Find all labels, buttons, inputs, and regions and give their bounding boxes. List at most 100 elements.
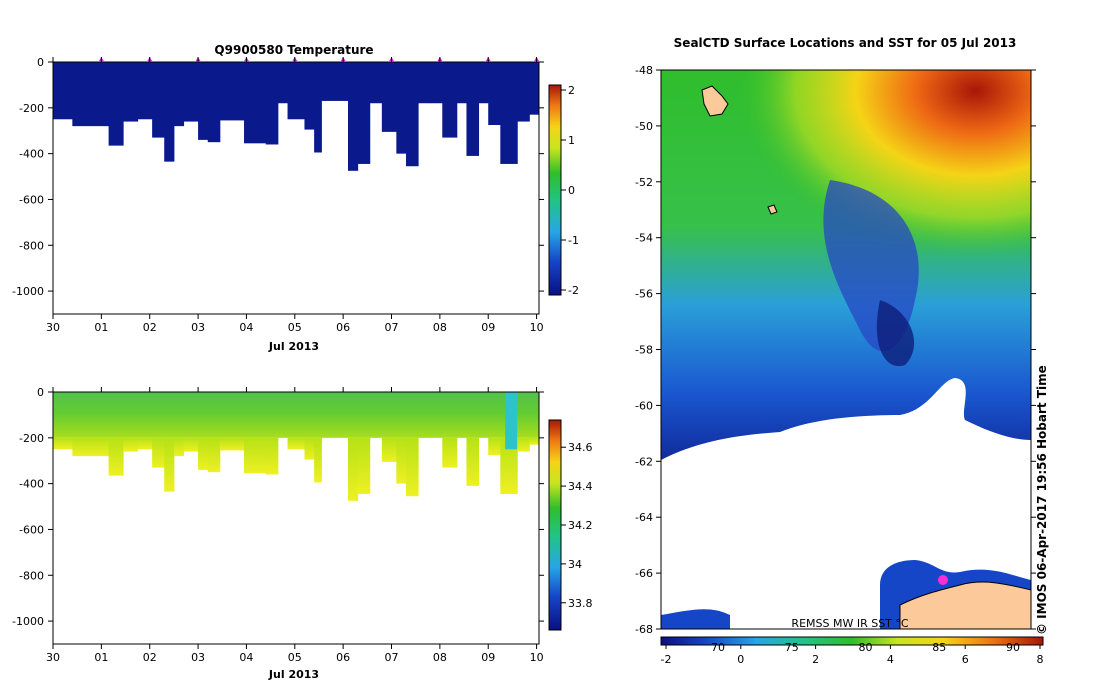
salinity-profile-bar-lower bbox=[207, 437, 221, 473]
lat-tick-label: -60 bbox=[635, 399, 653, 412]
temperature-profile-bar bbox=[198, 62, 209, 140]
temperature-profile-bars bbox=[53, 62, 540, 171]
y-tick-label: 0 bbox=[37, 56, 44, 69]
salinity-profile-bar-lower bbox=[517, 437, 530, 452]
sst-f-tick-label: 90 bbox=[1006, 641, 1020, 654]
lat-tick-label: -52 bbox=[635, 176, 653, 189]
temperature-profile-bar bbox=[152, 62, 165, 138]
salinity-profile-bar-lower bbox=[244, 437, 267, 474]
temperature-profile-bar bbox=[207, 62, 221, 143]
x-tick-label: 01 bbox=[94, 321, 108, 334]
salinity-profile-bar-lower bbox=[137, 437, 153, 450]
temperature-profile-bar bbox=[244, 62, 267, 144]
y-tick-label: -800 bbox=[19, 569, 44, 582]
salinity-profile-bar-upper bbox=[123, 392, 139, 438]
x-tick-label: 09 bbox=[481, 321, 495, 334]
x-tick-label: 07 bbox=[385, 321, 399, 334]
temperature-profile-bar bbox=[406, 62, 419, 167]
salinity-profile-bar-lower bbox=[287, 437, 305, 450]
y-tick-label: -800 bbox=[19, 239, 44, 252]
sst-f-tick-label: 70 bbox=[711, 641, 725, 654]
lat-tick-label: -64 bbox=[635, 511, 653, 524]
temperature-profile-bar bbox=[456, 62, 467, 104]
salinity-profile-bar-lower bbox=[357, 437, 371, 494]
salinity-profile-bar-upper bbox=[478, 392, 489, 438]
salinity-profile-bar-upper bbox=[466, 392, 480, 438]
salinity-profile-bar-upper bbox=[173, 392, 185, 438]
x-axis-label: Jul 2013 bbox=[268, 340, 319, 353]
x-tick-label: 30 bbox=[46, 651, 60, 664]
salinity-profile-bar-upper bbox=[265, 392, 279, 438]
sst-c-tick-label: 2 bbox=[812, 653, 819, 666]
colorbar-tick-label: 1 bbox=[568, 134, 575, 147]
y-axis-ticks: -48 -50 -52 -54 -56 -58 -60 -62 -64 -66 -68 bbox=[635, 64, 1036, 636]
profile-markers bbox=[98, 57, 540, 62]
sst-source-label: REMSS MW IR SST °C bbox=[791, 617, 908, 630]
salinity-profile-bar-upper bbox=[287, 392, 305, 438]
lat-tick-label: -68 bbox=[635, 623, 653, 636]
sea-ice-mask bbox=[661, 378, 1031, 629]
x-tick-label: 04 bbox=[239, 321, 253, 334]
y-tick-label: -600 bbox=[19, 193, 44, 206]
salinity-profile-bar-upper bbox=[418, 392, 431, 438]
temperature-profile-bar bbox=[347, 62, 359, 171]
x-tick-label: 05 bbox=[288, 651, 302, 664]
temperature-profile-bar bbox=[357, 62, 371, 164]
salinity-profile-bar-upper bbox=[108, 392, 124, 438]
temperature-section-plot: 0-200-400-600-800-1000 30 01 02 03 04 05 06 07 0… bbox=[12, 43, 579, 353]
salinity-profile-bar-upper bbox=[152, 392, 165, 438]
salinity-profile-bar-upper bbox=[72, 392, 110, 438]
imos-credit: © IMOS 06-Apr-2017 19:56 Hobart Time bbox=[1035, 365, 1049, 635]
y-tick-label: -400 bbox=[19, 148, 44, 161]
salinity-profile-bar-upper bbox=[321, 392, 349, 438]
x-tick-label: 30 bbox=[46, 321, 60, 334]
seal-location[interactable] bbox=[938, 575, 948, 585]
salinity-profile-bar-lower bbox=[183, 437, 199, 452]
salinity-profile-bar-upper bbox=[314, 392, 322, 438]
x-tick-label: 10 bbox=[530, 651, 544, 664]
temperature-profile-bar bbox=[396, 62, 407, 154]
salinity-profile-bar-upper bbox=[442, 392, 458, 438]
salinity-profile-bar-lower bbox=[173, 437, 185, 457]
island-small bbox=[767, 204, 778, 215]
salinity-profile-bar-lower bbox=[347, 437, 359, 501]
temperature-profile-bar bbox=[137, 62, 153, 120]
salinity-profile-bar-upper bbox=[456, 392, 467, 438]
colorbar-tick-label: 34 bbox=[568, 558, 582, 571]
lat-tick-label: -50 bbox=[635, 120, 653, 133]
lat-tick-label: -62 bbox=[635, 455, 653, 468]
x-tick-label: 07 bbox=[385, 651, 399, 664]
lat-tick-label: -56 bbox=[635, 288, 653, 301]
x-tick-label: 08 bbox=[433, 651, 447, 664]
temperature-profile-bar bbox=[72, 62, 110, 127]
salinity-profile-bar-lower bbox=[488, 437, 501, 455]
colorbar-ticks: 34.6 34.4 34.2 34 33.8 bbox=[561, 441, 593, 610]
sst-cold-core bbox=[876, 300, 915, 367]
temperature-profile-bar bbox=[478, 62, 489, 104]
x-axis-ticks: 30 01 02 03 04 05 06 07 08 09 10 bbox=[46, 387, 544, 664]
salinity-profile-bar-lower bbox=[265, 437, 279, 475]
salinity-profile-bar-upper bbox=[207, 392, 221, 438]
x-tick-label: 02 bbox=[143, 321, 157, 334]
colorbar-tick-label: 0 bbox=[568, 184, 575, 197]
salinity-profile-bar-fresh bbox=[505, 392, 518, 450]
y-tick-label: -1000 bbox=[12, 615, 44, 628]
temperature-profile-bar bbox=[466, 62, 480, 156]
sst-field bbox=[661, 70, 1031, 629]
lat-tick-label: -58 bbox=[635, 344, 653, 357]
salinity-profile-bar-lower bbox=[500, 437, 518, 494]
x-tick-label: 06 bbox=[336, 651, 350, 664]
sst-map-plot: SealCTD Surface Locations and SST for 05… bbox=[635, 36, 1049, 666]
x-tick-label: 02 bbox=[143, 651, 157, 664]
temperature-profile-bar bbox=[173, 62, 185, 127]
sst-f-tick-label: 75 bbox=[785, 641, 799, 654]
salinity-profile-bar-upper bbox=[53, 392, 73, 438]
y-tick-label: -200 bbox=[19, 432, 44, 445]
x-tick-label: 03 bbox=[191, 321, 205, 334]
y-axis-ticks: 0 -200 -400 -600 -800 -1000 bbox=[12, 56, 544, 298]
salinity-profile-bar-upper bbox=[517, 392, 530, 438]
salinity-profile-bar-upper bbox=[529, 392, 540, 438]
salinity-profile-bar-lower bbox=[72, 437, 110, 457]
island-north bbox=[701, 85, 729, 117]
